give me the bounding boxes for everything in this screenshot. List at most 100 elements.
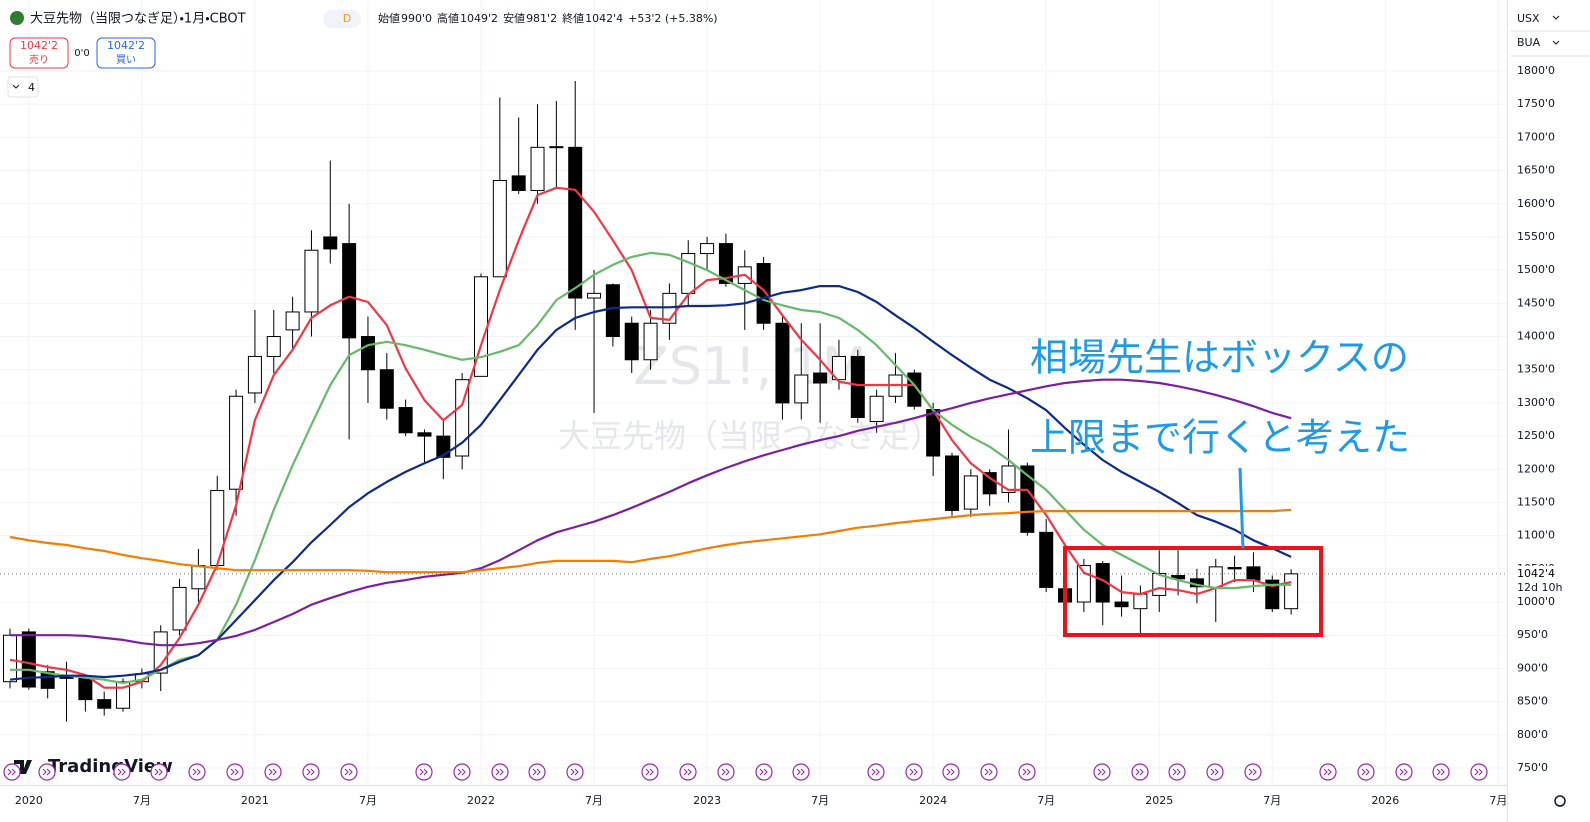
currency[interactable]: USX (1517, 12, 1540, 25)
sell-button[interactable] (9, 37, 69, 69)
ohlc-value: 1042'4 (585, 12, 623, 25)
event-glyph (946, 768, 955, 776)
y-tick-label: 1100'0 (1517, 529, 1555, 542)
event-glyph (721, 768, 730, 776)
annotation: 上限まで行くと考えた (1030, 416, 1410, 460)
y-tick-label: 1650'0 (1517, 164, 1555, 177)
price-label: 1042'4 (1517, 567, 1555, 580)
y-tick-label: 1600'0 (1517, 197, 1555, 210)
event-marker (1357, 763, 1375, 781)
event-marker (792, 763, 810, 781)
event-glyph (1022, 768, 1031, 776)
event-marker (942, 763, 960, 781)
event-marker (1018, 763, 1036, 781)
candle-body (587, 292, 602, 299)
candle-body (1114, 601, 1129, 608)
ma-line (9, 186, 1292, 689)
event-glyph (570, 768, 579, 776)
watermark-name: 大豆先物（当限つなぎ足） (558, 417, 942, 455)
candle-body (831, 355, 846, 381)
event-marker (415, 763, 433, 781)
candle-body (1001, 465, 1016, 494)
candle-body (605, 284, 620, 338)
y-tick-label: 1150'0 (1517, 495, 1555, 508)
y-tick-label: 1000'0 (1517, 595, 1555, 608)
event-glyph (1399, 768, 1408, 776)
event-glyph (984, 768, 993, 776)
y-tick-label: 1400'0 (1517, 330, 1555, 343)
sell-price: 1042'2 (20, 39, 58, 52)
candle-body (530, 146, 545, 191)
x-tick-label: 7月 (1489, 794, 1507, 807)
symbol-name[interactable]: 大豆先物（当限つなぎ足）・1月・CBOT (30, 12, 246, 27)
candle-body (247, 355, 262, 394)
candle-body (266, 336, 281, 357)
x-tick-label: 7月 (359, 794, 377, 807)
event-marker (302, 763, 320, 781)
x-tick-label: 2024 (919, 794, 947, 807)
candle-body (1265, 579, 1280, 610)
event-marker (264, 763, 282, 781)
event-marker (3, 763, 21, 781)
ohlc-label: 安値 (503, 12, 525, 25)
candle-body (304, 249, 319, 313)
x-tick-label: 7月 (133, 794, 151, 807)
y-tick-label: 750'0 (1517, 761, 1548, 774)
x-tick-label: 2026 (1371, 794, 1399, 807)
indicator-toggle[interactable] (7, 76, 39, 98)
event-glyph (192, 768, 201, 776)
candle-body (78, 677, 93, 701)
candle-body (1095, 563, 1110, 603)
candle-body (455, 379, 470, 457)
settings-icon[interactable] (1554, 795, 1566, 807)
candle-body (342, 243, 357, 339)
buy-price: 1042'2 (107, 39, 145, 52)
candle-body (153, 631, 168, 674)
event-marker (1395, 763, 1413, 781)
event-marker (1093, 763, 1111, 781)
event-glyph (7, 768, 16, 776)
event-glyph (42, 768, 51, 776)
candle-body (210, 490, 225, 567)
ma-line (10, 378, 1292, 647)
x-tick-label: 2025 (1145, 794, 1173, 807)
y-tick-label: 850'0 (1517, 695, 1548, 708)
candle-body (417, 432, 432, 437)
event-glyph (268, 768, 277, 776)
countdown: 12d 10h (1517, 581, 1562, 594)
ma-line (10, 251, 1292, 685)
buy-button[interactable] (96, 37, 156, 69)
spread: 0'0 (74, 48, 89, 59)
ohlc-legend: 始値 990'0 高値 1049'2 安値 981'2 終値 1042'4 +53'2 (+5.… (378, 11, 718, 25)
event-marker (150, 763, 168, 781)
x-tick-label: 2022 (467, 794, 495, 807)
event-marker (867, 763, 885, 781)
y-tick-label: 1550'0 (1517, 230, 1555, 243)
event-marker (1319, 763, 1337, 781)
event-marker (188, 763, 206, 781)
candle-body (3, 634, 17, 683)
ma-line (9, 508, 1292, 574)
ohlc-value: 990'0 (401, 12, 432, 25)
candle-body (794, 374, 809, 404)
y-tick-label: 1200'0 (1517, 462, 1555, 475)
candle-body (1133, 593, 1148, 610)
candle-body (398, 407, 413, 434)
candle-body (982, 472, 997, 495)
y-tick-label: 1750'0 (1517, 97, 1555, 110)
candle-body (700, 243, 715, 255)
event-marker (905, 763, 923, 781)
x-tick-label: 2020 (15, 794, 43, 807)
candle-body (379, 369, 394, 409)
event-glyph (683, 768, 692, 776)
event-glyph (871, 768, 880, 776)
event-marker (1432, 763, 1450, 781)
y-tick-label: 1500'0 (1517, 263, 1555, 276)
unit[interactable]: BUA (1517, 36, 1541, 49)
candle-body (492, 180, 507, 278)
event-marker (1206, 763, 1224, 781)
candle-body (963, 475, 978, 510)
y-tick-label: 1800'0 (1517, 64, 1555, 77)
y-tick-label: 1300'0 (1517, 396, 1555, 409)
